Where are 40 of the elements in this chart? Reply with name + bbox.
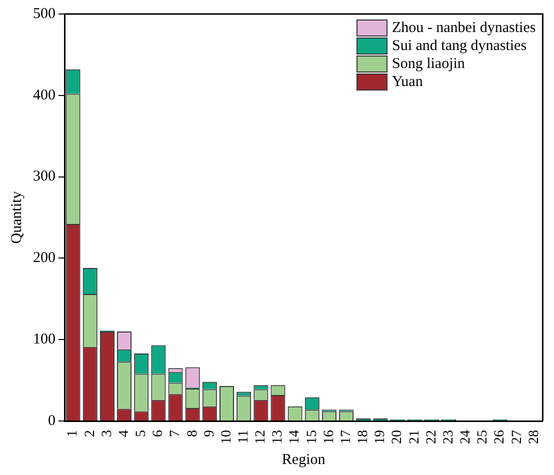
x-tick-label: 16 [322, 430, 337, 444]
x-tick-label: 3 [100, 430, 115, 437]
x-tick-label: 24 [458, 430, 474, 444]
x-tick-label: 5 [134, 430, 150, 437]
x-tick-label: 25 [476, 430, 491, 444]
x-tick-label: 18 [356, 430, 372, 444]
x-tick-label: 26 [492, 430, 508, 444]
x-tick-label: 12 [254, 430, 269, 444]
legend-label: Zhou - nanbei dynasties [392, 20, 536, 36]
x-tick-label: 10 [219, 430, 234, 444]
y-axis-title: Quantity [8, 190, 25, 244]
x-tick-label: 15 [304, 430, 320, 444]
x-tick-label: 8 [185, 430, 200, 437]
legend-label: Sui and tang dynasties [392, 38, 527, 54]
x-tick-label: 13 [270, 430, 286, 444]
x-tick-label: 23 [441, 430, 456, 444]
y-tick-label: 500 [33, 6, 56, 22]
x-tick-label: 14 [288, 430, 303, 444]
legend-label: Song liaojin [392, 56, 466, 72]
x-tick-label: 9 [202, 430, 218, 437]
y-tick-label: 100 [33, 332, 56, 348]
x-tick-label: 28 [526, 430, 542, 444]
x-tick-label: 11 [236, 430, 252, 444]
y-tick-label: 0 [48, 412, 56, 429]
x-tick-label: 19 [373, 430, 388, 444]
legend-label: Yuan [392, 74, 424, 90]
x-axis-title: Region [282, 452, 326, 468]
x-tick-label: 1 [66, 430, 81, 437]
x-tick-label: 6 [151, 430, 166, 437]
x-tick-label: 7 [168, 430, 184, 437]
x-tick-label: 2 [82, 430, 98, 437]
x-tick-label: 22 [424, 430, 440, 444]
x-tick-label: 17 [338, 430, 354, 444]
x-tick-label: 4 [116, 430, 132, 437]
x-tick-label: 27 [510, 430, 525, 444]
y-tick-label: 200 [33, 250, 56, 266]
y-tick-label: 300 [33, 168, 56, 185]
x-tick-label: 21 [407, 430, 422, 444]
x-tick-label: 20 [390, 430, 406, 444]
y-tick-label: 400 [33, 87, 56, 104]
